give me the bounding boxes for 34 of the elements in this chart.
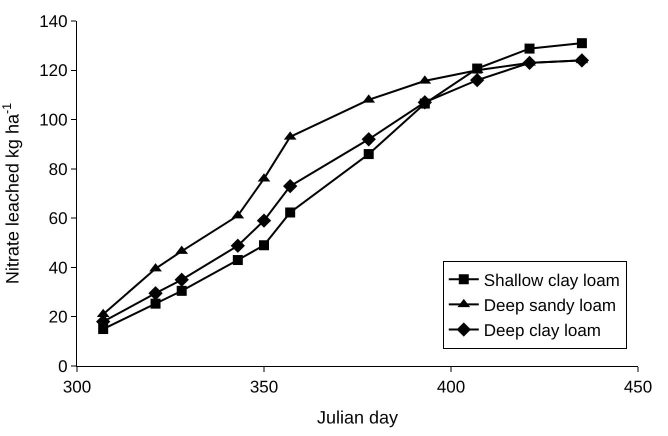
- point: [232, 255, 243, 266]
- point: [418, 95, 432, 110]
- point: [256, 213, 272, 228]
- point: [259, 240, 269, 250]
- y-tick-label: 60: [48, 209, 68, 228]
- legend-label: Deep clay loam: [484, 321, 601, 340]
- x-tick-label: 350: [250, 377, 278, 396]
- y-tick-label: 140: [39, 12, 68, 31]
- point: [148, 286, 163, 300]
- x-axis-title: Julian day: [316, 408, 398, 428]
- point: [176, 286, 187, 296]
- y-tick-label: 40: [48, 258, 68, 278]
- x-tick-label: 400: [436, 377, 466, 396]
- point: [364, 149, 374, 160]
- y-tick-label: 120: [39, 61, 68, 80]
- y-tick-label: 20: [48, 308, 68, 327]
- point: [470, 72, 484, 88]
- point: [174, 272, 189, 287]
- y-tick-label: 100: [39, 110, 68, 130]
- legend-label: Shallow clay loam: [484, 270, 620, 290]
- x-tick-label: 300: [62, 377, 92, 396]
- point: [285, 207, 296, 218]
- point: [522, 56, 537, 70]
- point: [574, 53, 590, 68]
- point: [576, 38, 587, 48]
- y-tick-label: 80: [48, 160, 68, 179]
- legend-label: Deep sandy loam: [484, 296, 616, 316]
- point: [524, 44, 535, 54]
- x-tick-label: 450: [624, 377, 652, 396]
- point: [150, 298, 161, 309]
- point: [362, 132, 376, 146]
- point: [283, 178, 298, 194]
- y-tick-label: 0: [58, 356, 68, 376]
- point: [230, 238, 245, 253]
